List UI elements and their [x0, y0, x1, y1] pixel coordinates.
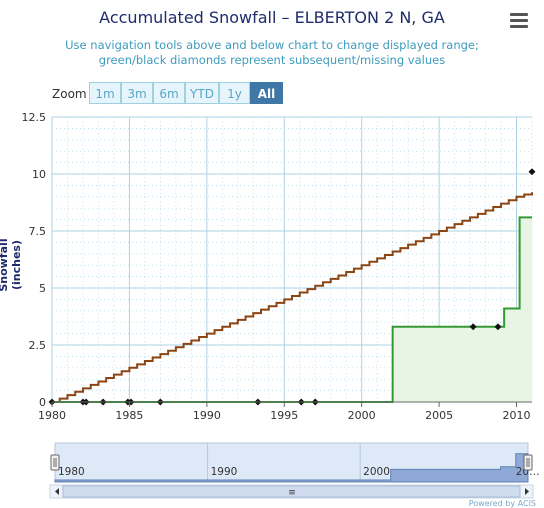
x-tick-label: 1985	[115, 409, 143, 422]
missing-value-diamond	[469, 323, 477, 331]
y-tick-label: 2.5	[29, 339, 47, 352]
x-tick-label: 1990	[193, 409, 221, 422]
navigator-label: 20…	[516, 466, 540, 478]
zoom-button-6m[interactable]: 6m	[153, 82, 185, 104]
y-tick-label: 10	[32, 168, 46, 181]
x-tick-label: 2000	[348, 409, 376, 422]
navigator-label: 1980	[58, 466, 85, 478]
x-tick-label: 2010	[503, 409, 531, 422]
credits[interactable]: Powered by ACIS	[468, 499, 536, 508]
scroll-left-arrow-icon[interactable]	[55, 488, 59, 495]
navigator-label: 2000	[363, 466, 390, 478]
plot-series	[52, 192, 533, 403]
zoom-button-1m[interactable]: 1m	[89, 82, 121, 104]
scrollbar-thumb[interactable]	[62, 485, 521, 498]
y-tick-label: 0	[39, 396, 46, 409]
zoom-button-3m[interactable]: 3m	[121, 82, 153, 104]
x-tick-label: 1995	[270, 409, 298, 422]
series-1-line	[52, 216, 532, 403]
scroll-right-arrow-icon[interactable]	[525, 488, 529, 495]
chart-title: Accumulated Snowfall – ELBERTON 2 N, GA	[99, 8, 445, 27]
zoom-button-ytd[interactable]: YTD	[185, 82, 219, 104]
navigator-right-handle[interactable]	[523, 454, 533, 471]
x-tick-label: 1980	[38, 409, 66, 422]
navigator: 1980 1990 2000 20… ≡	[49, 442, 540, 499]
series-0-line	[52, 192, 533, 403]
x-tick-label: 2005	[425, 409, 453, 422]
zoom-label: Zoom	[52, 87, 87, 101]
chart-subtitle: Use navigation tools above and below cha…	[65, 38, 479, 67]
zoom-button-1y[interactable]: 1y	[219, 82, 250, 104]
navigator-label: 1990	[211, 466, 238, 478]
zoom-button-all[interactable]: All	[250, 82, 283, 104]
y-tick-label: 5	[39, 282, 46, 295]
navigator-left-handle[interactable]	[50, 454, 60, 471]
y-tick-label: 12.5	[22, 111, 47, 124]
y-axis-label: Snowfall (inches)	[0, 238, 23, 292]
series-1-area	[52, 217, 532, 402]
missing-value-diamond	[528, 168, 536, 176]
hamburger-menu-icon[interactable]	[510, 13, 528, 29]
y-tick-label: 7.5	[29, 225, 47, 238]
scrollbar-grip-icon: ≡	[288, 488, 296, 498]
plot-axes: 1980 1985 1990 1995 2000 2005 2010 0 2.5 5 7.5 10 12…	[22, 111, 532, 422]
missing-value-diamond	[494, 323, 502, 331]
